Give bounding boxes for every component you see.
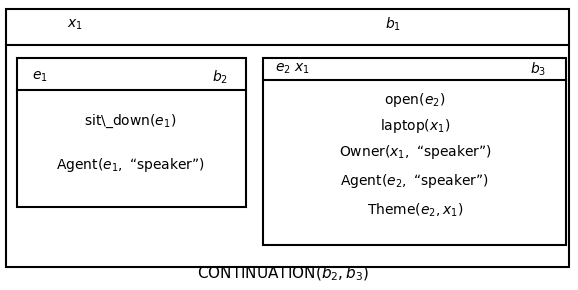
Text: $b_3$: $b_3$ [530,60,546,78]
Text: Agent$(e_2,$ “speaker”$)$: Agent$(e_2,$ “speaker”$)$ [340,172,490,190]
Text: laptop$(x_1)$: laptop$(x_1)$ [380,117,450,135]
Text: $x_1$: $x_1$ [67,17,83,32]
Text: open$(e_2)$: open$(e_2)$ [384,91,446,109]
Text: $e_1$: $e_1$ [32,70,47,84]
Text: Agent$(e_1,$ “speaker”$)$: Agent$(e_1,$ “speaker”$)$ [55,156,205,174]
Bar [263,58,566,245]
Text: Theme$(e_2, x_1)$: Theme$(e_2, x_1)$ [367,202,463,219]
Text: $b_1$: $b_1$ [385,16,401,33]
Bar [6,9,569,267]
Text: Owner$(x_1,$ “speaker”$)$: Owner$(x_1,$ “speaker”$)$ [339,143,491,161]
Text: $e_2\ x_1$: $e_2\ x_1$ [275,62,310,76]
Text: CONTINUATION$(b_2, b_3)$: CONTINUATION$(b_2, b_3)$ [197,265,369,283]
Text: $b_2$: $b_2$ [212,68,228,86]
Text: sit\_down$(e_1)$: sit\_down$(e_1)$ [84,113,176,130]
Bar [17,58,246,207]
